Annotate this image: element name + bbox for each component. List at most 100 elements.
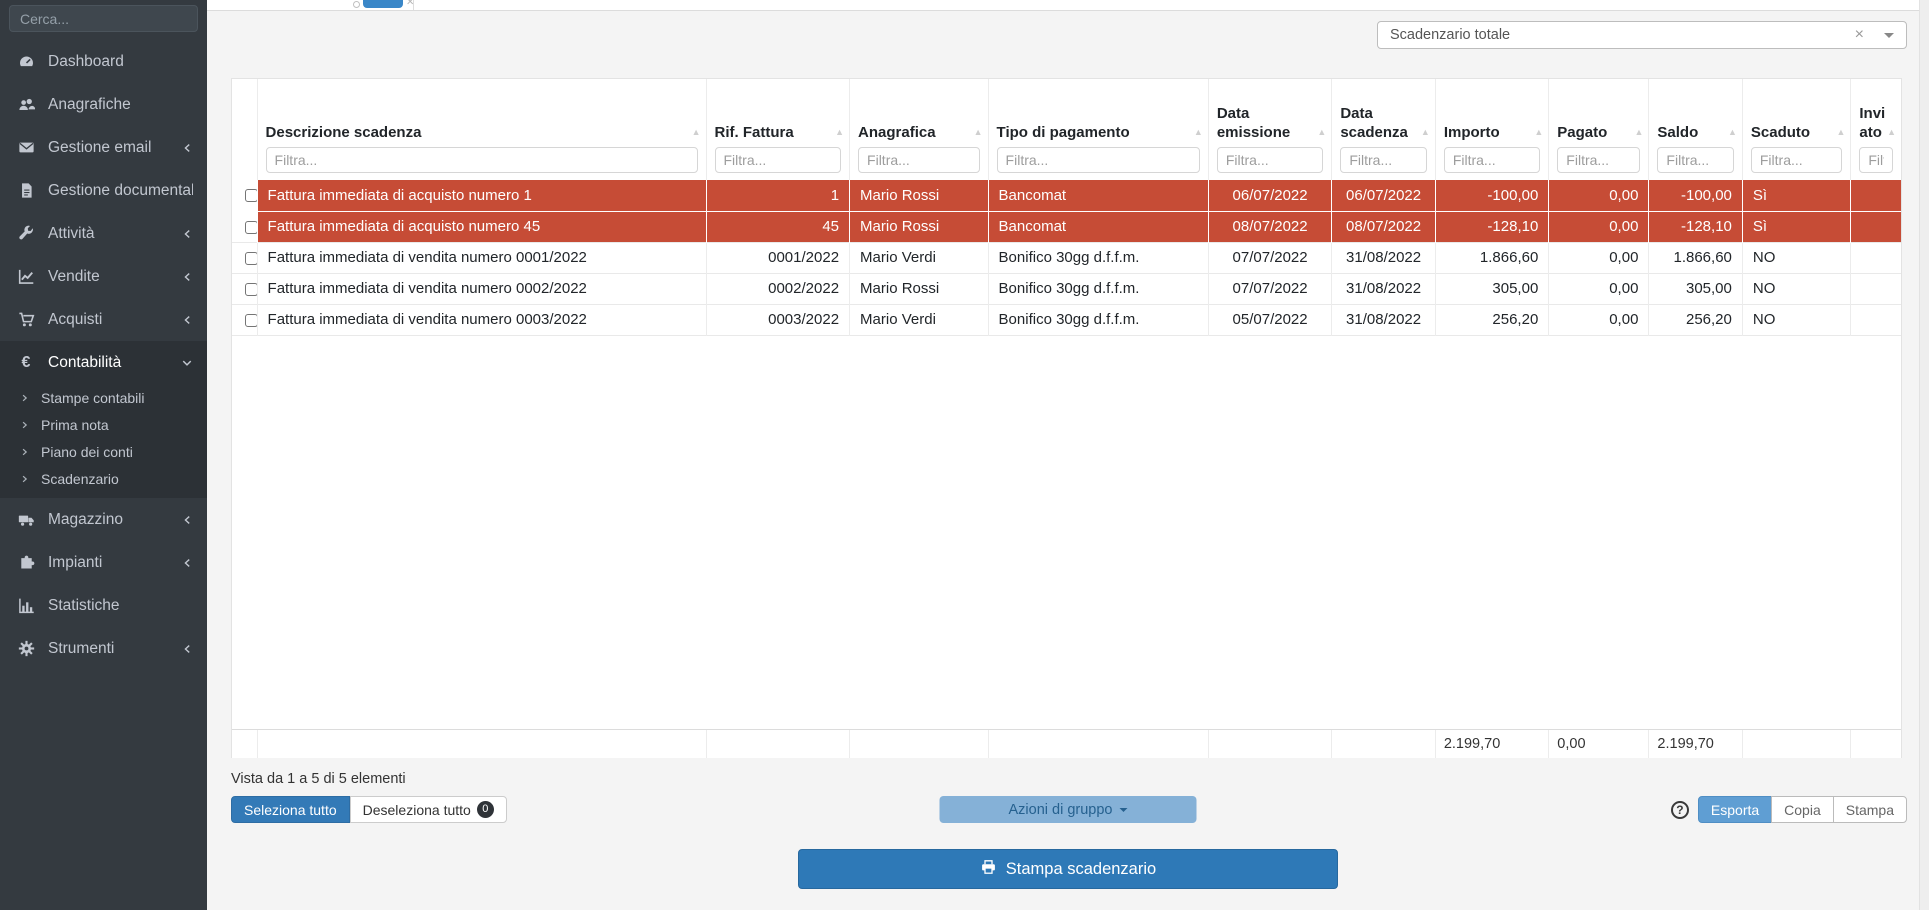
submenu-item-label: Scadenzario (41, 470, 119, 487)
submenu: Stampe contabili Prima nota Piano dei cont… (0, 384, 207, 492)
total-pagato: 0,00 (1548, 728, 1649, 758)
totals-empty-cell (232, 728, 258, 758)
column-header-descrizione-scadenza[interactable]: Descrizione scadenza ▲ (256, 79, 706, 180)
column-label: Importo (1443, 124, 1500, 141)
filter-input[interactable] (1443, 147, 1541, 173)
column-label: Data scadenza (1340, 105, 1408, 141)
filter-input[interactable] (996, 147, 1200, 173)
submenu-item-label: Piano dei conti (41, 443, 133, 460)
row-checkbox-cell (232, 241, 258, 273)
chevron-right-icon (20, 393, 29, 403)
row-checkbox[interactable] (245, 282, 258, 296)
select-all-button[interactable]: Seleziona tutto (231, 796, 350, 823)
chevron-left-icon (179, 314, 193, 326)
clear-selection-icon[interactable]: × (1854, 26, 1864, 43)
cell-scaduto: NO (1741, 241, 1851, 273)
row-checkbox[interactable] (245, 251, 258, 265)
cell-importo: -128,10 (1434, 210, 1549, 242)
cell-saldo: -128,10 (1648, 210, 1743, 242)
filter-input[interactable] (1557, 147, 1641, 173)
sidebar-item-vendite[interactable]: Vendite (0, 255, 207, 298)
export-button[interactable]: Esporta (1697, 796, 1773, 823)
export-button-group: Esporta Copia Stampa (1697, 796, 1907, 823)
scadenze-table-wrapper: Descrizione scadenza▲ Rif. Fattura ▲ Anagra… (231, 78, 1902, 758)
print-schedule-button[interactable]: Stampa scadenzario (798, 849, 1338, 889)
help-icon[interactable]: ? (1670, 800, 1689, 819)
sidebar-item-gestione-email[interactable]: Gestione email (0, 126, 207, 169)
filter-input[interactable] (714, 147, 842, 173)
sidebar-item-contabilita[interactable]: € Contabilità (0, 341, 207, 384)
row-checkbox[interactable] (245, 220, 258, 234)
sort-icon: ▲ (1193, 127, 1203, 137)
column-header-pagato[interactable]: Pagato ▲ (1548, 79, 1649, 180)
sidebar-item-statistiche[interactable]: Statistiche (0, 584, 207, 627)
column-header-rif-fattura[interactable]: Rif. Fattura ▲ (705, 79, 850, 180)
column-header-anagrafica[interactable]: Anagrafica ▲ (849, 79, 989, 180)
table-row[interactable]: Fattura immediata di vendita numero 0003… (232, 303, 1901, 335)
sort-icon: ▲ (835, 127, 845, 137)
table-row[interactable]: Fattura immediata di vendita numero 0002… (232, 272, 1901, 304)
scadenzario-scope-select[interactable]: Scadenzario totale × (1377, 21, 1907, 49)
scrollbar[interactable] (1919, 0, 1929, 910)
sidebar-item-strumenti[interactable]: Strumenti (0, 627, 207, 670)
search-input[interactable] (10, 10, 197, 27)
submenu-item-prima-nota[interactable]: Prima nota (0, 411, 207, 438)
totals-empty-cell (849, 728, 989, 758)
sidebar-item-anagrafiche[interactable]: Anagrafiche (0, 83, 207, 126)
row-checkbox[interactable] (245, 189, 258, 203)
row-checkbox-cell (232, 210, 258, 242)
filter-input[interactable] (1216, 147, 1324, 173)
cell-importo: 1.866,60 (1434, 241, 1549, 273)
print-button[interactable]: Stampa (1832, 796, 1907, 823)
sidebar-item-gestione-documentale[interactable]: Gestione documentale (0, 169, 207, 212)
sidebar-item-dashboard[interactable]: Dashboard (0, 40, 207, 83)
submenu-item-scadenzario[interactable]: Scadenzario (0, 465, 207, 492)
filter-input[interactable] (1340, 147, 1427, 173)
selected-count-badge: 0 (476, 801, 494, 818)
cell-scaduto: Sì (1741, 210, 1851, 242)
sidebar-item-magazzino[interactable]: Magazzino (0, 498, 207, 541)
filter-input[interactable] (1657, 147, 1734, 173)
cell-saldo: 1.866,60 (1648, 241, 1743, 273)
filter-input[interactable] (265, 147, 698, 173)
filter-input[interactable] (1750, 147, 1843, 173)
row-checkbox-cell (232, 180, 258, 211)
filter-input[interactable] (858, 147, 980, 173)
table-row[interactable]: Fattura immediata di acquisto numero 45 4… (232, 210, 1901, 242)
column-header-data-emissione[interactable]: Data emissione ▲ (1207, 79, 1332, 180)
sidebar-item-label: Gestione documentale (48, 181, 193, 199)
column-header-importo[interactable]: Importo ▲ (1434, 79, 1549, 180)
copy-button[interactable]: Copia (1771, 796, 1834, 823)
sidebar-item-attivita[interactable]: Attività (0, 212, 207, 255)
sidebar-item-impianti[interactable]: Impianti (0, 541, 207, 584)
column-header-data-scadenza[interactable]: Data scadenza ▲ (1331, 79, 1436, 180)
table-row[interactable]: Fattura immediata di vendita numero 0001… (232, 241, 1901, 273)
column-label: Rif. Fattura (714, 124, 794, 141)
column-header-checkbox (232, 79, 257, 180)
column-header-tipo-di-pagamento[interactable]: Tipo di pagamento ▲ (987, 79, 1209, 180)
submenu-item-piano-dei-conti[interactable]: Piano dei conti (0, 438, 207, 465)
cell-emissione: 05/07/2022 (1207, 303, 1332, 335)
total-importo: 2.199,70 (1434, 728, 1549, 758)
column-header-inviato[interactable]: Inviato ▲ (1850, 79, 1901, 180)
cell-scaduto: NO (1741, 272, 1851, 304)
group-actions-button[interactable]: Azioni di gruppo (939, 796, 1197, 823)
column-header-scaduto[interactable]: Scaduto ▲ (1741, 79, 1851, 180)
tab-close-icon[interactable]: ✕ (406, 0, 415, 8)
column-header-saldo[interactable]: Saldo ▲ (1648, 79, 1743, 180)
filter-input[interactable] (1859, 147, 1893, 173)
sidebar-item-label: Magazzino (48, 510, 123, 528)
sidebar-item-label: Strumenti (48, 639, 115, 657)
table-header-row: Descrizione scadenza▲ Rif. Fattura ▲ Anagra… (232, 79, 1901, 180)
sidebar-group-contabilita: € Contabilità Stampe contabili Prima nota Pi… (0, 341, 207, 498)
deselect-all-button[interactable]: Deseleziona tutto 0 (349, 796, 507, 823)
active-tab-indicator[interactable] (363, 0, 403, 8)
row-checkbox[interactable] (245, 313, 258, 327)
submenu-item-stampe-contabili[interactable]: Stampe contabili (0, 384, 207, 411)
chevron-left-icon (179, 228, 193, 240)
deselect-all-label: Deseleziona tutto (362, 801, 471, 818)
chevron-down-icon (179, 357, 193, 369)
sidebar-item-acquisti[interactable]: Acquisti (0, 298, 207, 341)
sidebar-item-label: Acquisti (48, 310, 103, 328)
